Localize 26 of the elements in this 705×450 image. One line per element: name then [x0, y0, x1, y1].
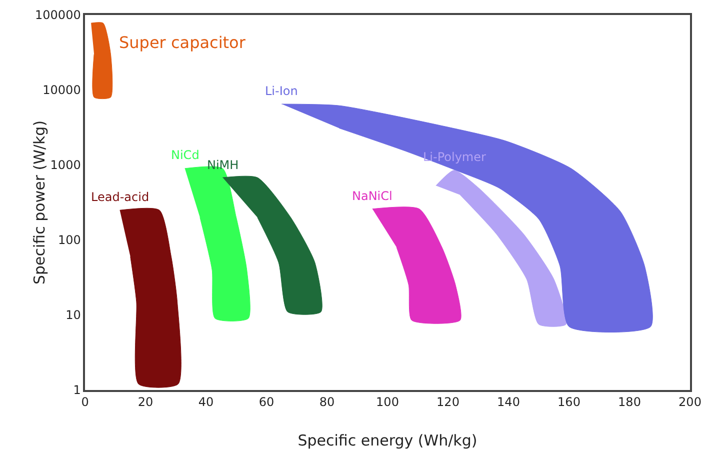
y-tick-label: 100 — [58, 233, 81, 248]
series-label: NaNiCl — [352, 189, 392, 203]
x-tick-label: 180 — [618, 395, 641, 410]
series-label: Lead-acid — [91, 190, 150, 204]
x-tick-label: 200 — [678, 395, 702, 410]
y-tick-label: 1000 — [50, 158, 81, 172]
y-tick-label: 100000 — [35, 8, 81, 22]
x-tick-label: 100 — [376, 395, 399, 410]
x-tick-label: 20 — [138, 395, 154, 410]
series-label: NiCd — [171, 148, 200, 162]
y-axis-title: Specific power (W/kg) — [30, 120, 48, 285]
x-tick-label: 40 — [198, 395, 214, 410]
y-tick-label: 10000 — [42, 83, 81, 98]
x-tick-label: 160 — [558, 395, 580, 410]
x-tick-label: 120 — [436, 395, 460, 410]
y-tick-label: 1 — [73, 383, 81, 398]
y-tick-label: 10 — [66, 308, 81, 322]
x-axis-title: Specific energy (Wh/kg) — [298, 432, 478, 450]
series-label: Li-Ion — [265, 84, 298, 98]
x-tick-label: 140 — [497, 395, 520, 410]
series-label: Super capacitor — [119, 33, 246, 52]
x-tick-label: 60 — [258, 395, 274, 410]
x-tick-label: 80 — [319, 395, 335, 410]
series-label: Li-Polymer — [423, 150, 486, 164]
x-tick-label: 0 — [81, 395, 89, 410]
series-label: NiMH — [207, 158, 239, 172]
